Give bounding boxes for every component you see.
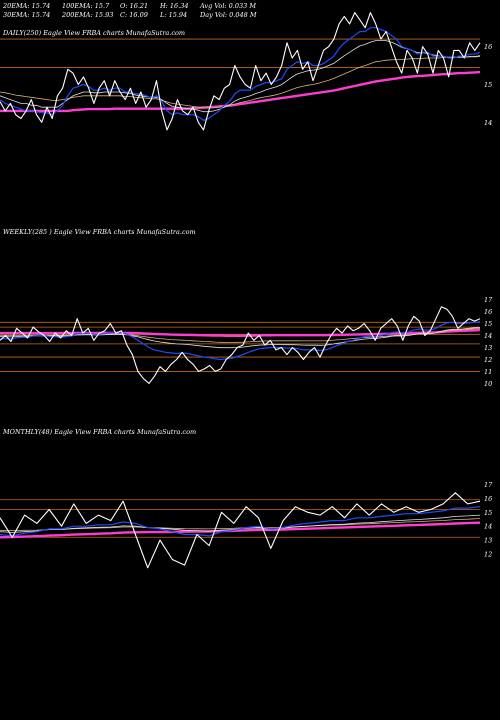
daily-chart-panel: DAILY(250) Eagle View FRBA charts Munafa… — [0, 12, 492, 131]
weekly-y-tick-label: 16 — [484, 308, 492, 316]
header-stats: 20EMA: 15.74 100EMA: 15.7 O: 16.21 H: 16… — [2, 2, 257, 19]
weekly-chart-panel: WEEKLY(285 ) Eagle View FRBA charts Muna… — [0, 228, 493, 388]
stat-high: H: 16.34 — [159, 2, 189, 10]
monthly-y-tick-label: 17 — [484, 481, 493, 489]
stat-avg-vol: Avg Vol: 0.033 M — [199, 2, 256, 10]
monthly-chart-title: MONTHLY(48) Eagle View FRBA charts Munaf… — [2, 428, 196, 436]
daily-chart-title: DAILY(250) Eagle View FRBA charts Munafa… — [2, 29, 185, 37]
weekly-y-tick-label: 13 — [484, 344, 492, 352]
stat-200ema: 200EMA: 15.93 — [61, 11, 113, 19]
weekly-y-tick-label: 15 — [484, 320, 492, 328]
monthly-price-line — [0, 492, 481, 569]
monthly-y-tick-label: 13 — [484, 537, 492, 545]
monthly-ema-slow-line — [0, 518, 481, 531]
weekly-price-line — [0, 306, 481, 384]
weekly-y-tick-label: 12 — [484, 356, 492, 364]
monthly-y-tick-label: 15 — [484, 509, 492, 517]
daily-ema-mid-line — [0, 40, 481, 113]
stat-day-vol: Day Vol: 0.048 M — [199, 11, 257, 19]
daily-y-tick-label: 14 — [484, 119, 492, 127]
weekly-ema-mid-line — [0, 327, 481, 349]
weekly-chart-title: WEEKLY(285 ) Eagle View FRBA charts Muna… — [3, 228, 196, 236]
daily-price-line — [0, 12, 481, 131]
monthly-y-tick-label: 16 — [484, 495, 492, 503]
daily-ema-slow-line — [0, 56, 481, 109]
monthly-ema-long-line — [0, 521, 481, 539]
stat-close: C: 16.09 — [120, 11, 148, 19]
daily-ema-long-line — [0, 70, 481, 113]
monthly-y-tick-label: 14 — [484, 523, 492, 531]
daily-ema-fast-line — [0, 27, 481, 122]
stat-30ema: 30EMA: 15.74 — [3, 11, 50, 19]
stat-low: L: 15.94 — [159, 11, 187, 19]
stat-open: O: 16.21 — [120, 2, 148, 10]
monthly-chart-panel: MONTHLY(48) Eagle View FRBA charts Munaf… — [0, 428, 493, 569]
stat-100ema: 100EMA: 15.7 — [62, 2, 110, 10]
stat-20ema: 20EMA: 15.74 — [2, 2, 50, 10]
monthly-ema-fast-line — [0, 506, 481, 537]
weekly-y-tick-label: 10 — [484, 380, 492, 388]
daily-y-tick-label: 16 — [484, 43, 492, 51]
weekly-y-tick-label: 14 — [484, 332, 492, 340]
monthly-y-tick-label: 12 — [484, 550, 492, 558]
daily-y-tick-label: 15 — [484, 81, 492, 89]
weekly-y-tick-label: 17 — [484, 296, 493, 304]
weekly-y-tick-label: 11 — [484, 368, 492, 376]
